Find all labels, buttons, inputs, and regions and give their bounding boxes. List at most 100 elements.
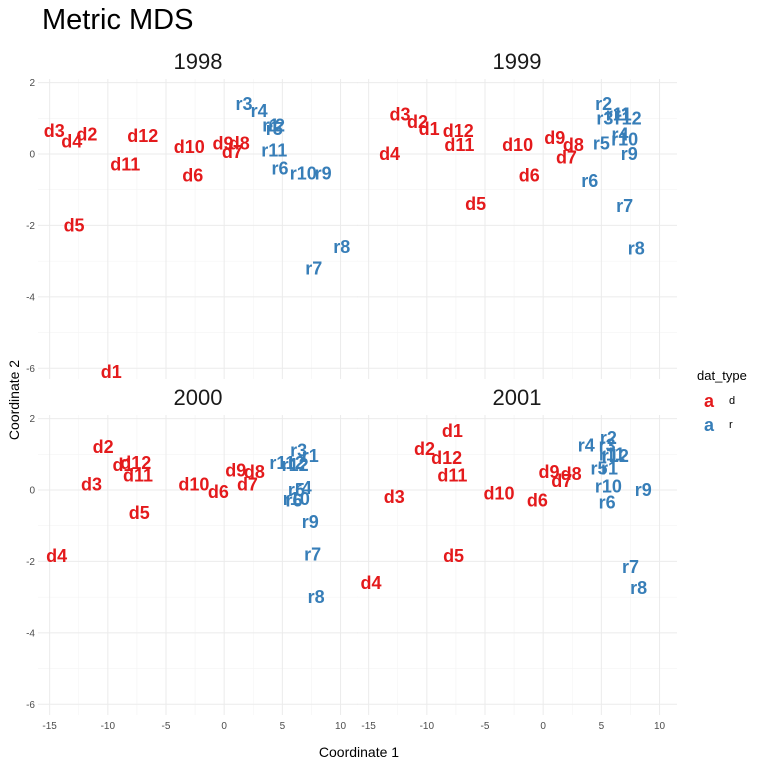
facet-strip-label: 2000 — [174, 385, 223, 410]
point-label-d4: d4 — [379, 144, 400, 164]
point-label-r5: r5 — [288, 480, 305, 500]
facet-panel-1999: 1999d1d2d3d4d5d6d7d8d9d10d11d12r1r2r3r4r… — [357, 49, 677, 379]
point-label-d12: d12 — [431, 448, 462, 468]
point-label-d10: d10 — [174, 137, 205, 157]
point-label-d9: d9 — [538, 462, 559, 482]
point-label-d7: d7 — [222, 142, 243, 162]
legend-title: dat_type — [697, 368, 747, 383]
y-tick-label: 0 — [29, 486, 35, 497]
point-label-r9: r9 — [621, 144, 638, 164]
point-label-r1: r1 — [614, 105, 631, 125]
point-label-d2: d2 — [414, 439, 435, 459]
facet-strip-label: 2001 — [493, 385, 542, 410]
point-label-r10: r10 — [283, 489, 310, 509]
point-label-d10: d10 — [502, 135, 533, 155]
point-label-d5: d5 — [443, 546, 464, 566]
point-label-r4: r4 — [611, 124, 628, 144]
x-tick-label: 5 — [599, 721, 605, 732]
point-label-r1: r1 — [601, 459, 618, 479]
point-label-d2: d2 — [407, 112, 428, 132]
x-axis-title: Coordinate 1 — [319, 744, 399, 760]
point-label-r3: r3 — [596, 108, 613, 128]
point-label-r11: r11 — [599, 444, 625, 464]
point-label-d1: d1 — [419, 119, 440, 139]
x-tick-label: -5 — [481, 721, 490, 732]
point-label-d4: d4 — [360, 573, 381, 593]
legend-key-r: a — [704, 415, 715, 435]
facet-strip-label: 1998 — [174, 49, 223, 74]
point-label-r1: r1 — [262, 115, 279, 135]
point-label-d7: d7 — [237, 475, 258, 495]
point-label-d4: d4 — [61, 132, 82, 152]
point-label-r9: r9 — [315, 164, 332, 184]
x-tick-label: 5 — [280, 721, 286, 732]
point-label-d9: d9 — [544, 128, 565, 148]
point-label-d8: d8 — [229, 133, 250, 153]
point-label-r1: r1 — [302, 446, 319, 466]
point-label-r11: r11 — [269, 453, 295, 473]
y-tick-label: -4 — [26, 292, 35, 303]
point-label-d8: d8 — [561, 464, 582, 484]
point-label-r7: r7 — [305, 258, 322, 278]
x-tick-label: -15 — [42, 721, 57, 732]
point-label-r8: r8 — [308, 587, 325, 607]
point-label-d3: d3 — [390, 105, 411, 125]
point-label-d10: d10 — [483, 484, 514, 504]
point-label-d8: d8 — [563, 135, 584, 155]
y-tick-label: 2 — [29, 78, 35, 89]
point-label-d1: d1 — [442, 421, 463, 441]
legend-label-r: r — [729, 419, 733, 431]
point-label-r3: r3 — [290, 441, 307, 461]
point-label-d7: d7 — [551, 471, 572, 491]
point-label-r4: r4 — [295, 478, 312, 498]
point-label-r2: r2 — [268, 115, 285, 135]
legend-key-d: a — [704, 391, 715, 411]
point-label-r9: r9 — [302, 512, 319, 532]
point-label-d3: d3 — [81, 475, 102, 495]
point-label-d1: d1 — [112, 455, 133, 475]
legend: dat_type a d a r — [697, 368, 747, 435]
point-label-d11: d11 — [110, 155, 140, 175]
point-label-r7: r7 — [304, 544, 321, 564]
point-label-r4: r4 — [578, 435, 595, 455]
point-label-d11: d11 — [444, 135, 474, 155]
point-label-r6: r6 — [581, 171, 598, 191]
y-tick-label: -4 — [26, 628, 35, 639]
point-label-r2: r2 — [288, 453, 305, 473]
facet-strip-label: 1999 — [493, 49, 542, 74]
x-tick-label: -10 — [101, 721, 116, 732]
x-tick-label: 0 — [540, 721, 546, 732]
x-tick-label: -5 — [162, 721, 171, 732]
point-label-r6: r6 — [285, 491, 302, 511]
point-label-r2: r2 — [595, 94, 612, 114]
point-label-r11: r11 — [606, 105, 632, 125]
point-label-r12: r12 — [615, 108, 642, 128]
legend-label-d: d — [729, 395, 735, 407]
y-tick-label: -6 — [26, 700, 35, 711]
point-label-r7: r7 — [622, 557, 639, 577]
x-tick-label: 0 — [221, 721, 227, 732]
x-tick-label: 10 — [335, 721, 347, 732]
point-label-d5: d5 — [465, 194, 486, 214]
point-label-r12: r12 — [282, 455, 309, 475]
point-label-d3: d3 — [384, 487, 405, 507]
point-label-d8: d8 — [244, 462, 265, 482]
point-label-d12: d12 — [443, 121, 474, 141]
point-label-r8: r8 — [333, 237, 350, 257]
point-label-r8: r8 — [628, 239, 645, 259]
point-label-r3: r3 — [235, 94, 252, 114]
point-label-r10: r10 — [290, 164, 317, 184]
point-label-r4: r4 — [251, 101, 268, 121]
point-label-d6: d6 — [208, 482, 229, 502]
point-label-r10: r10 — [611, 130, 638, 150]
point-label-d5: d5 — [129, 503, 150, 523]
point-label-d2: d2 — [76, 124, 97, 144]
point-label-d3: d3 — [44, 121, 65, 141]
point-label-d11: d11 — [123, 466, 153, 486]
y-tick-label: 2 — [29, 414, 35, 425]
point-label-d2: d2 — [93, 437, 114, 457]
